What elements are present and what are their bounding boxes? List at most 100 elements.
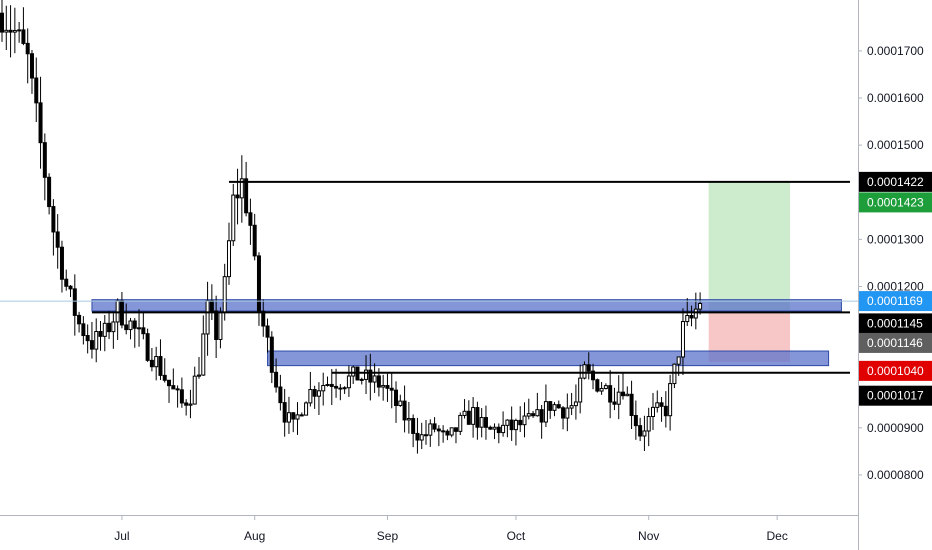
candle xyxy=(81,316,86,345)
candle-body xyxy=(81,323,86,337)
candle-body xyxy=(693,308,698,319)
candle-body xyxy=(265,325,270,338)
candle-body xyxy=(286,412,291,423)
candle-body xyxy=(552,404,557,411)
candle-body xyxy=(385,385,390,389)
price-axis-bg[interactable] xyxy=(858,0,932,550)
candle xyxy=(192,366,197,405)
y-tick-label: 0.0000800 xyxy=(867,468,924,482)
candle xyxy=(693,292,698,330)
candle xyxy=(663,391,668,428)
candle-body xyxy=(201,333,206,376)
candle-body xyxy=(539,409,544,423)
candle-body xyxy=(282,402,287,423)
y-tick-label: 0.0001500 xyxy=(867,138,924,152)
candle xyxy=(4,5,9,51)
x-tick-label: Nov xyxy=(638,529,659,543)
candle xyxy=(154,346,159,381)
candle-body xyxy=(214,310,219,340)
price-tag-bg xyxy=(859,385,932,406)
candle-body xyxy=(616,391,621,405)
candle xyxy=(633,400,638,440)
candle-body xyxy=(321,384,326,392)
candle-body xyxy=(389,387,394,391)
candle-body xyxy=(89,340,94,350)
candle xyxy=(119,291,124,329)
candle-body xyxy=(132,320,137,329)
zone-2[interactable] xyxy=(267,350,830,367)
target-area[interactable] xyxy=(708,181,791,312)
candle xyxy=(115,298,120,340)
candle-body xyxy=(543,401,548,423)
candle xyxy=(149,347,154,372)
candle-body xyxy=(663,405,668,417)
candle xyxy=(351,365,356,384)
price-axis[interactable]: 0.00017000.00016000.00015000.00013000.00… xyxy=(858,0,932,550)
candle-body xyxy=(25,42,30,55)
candle-body xyxy=(441,430,446,433)
candle-body xyxy=(59,246,64,280)
price-tag: 0.0001145 xyxy=(859,313,932,334)
position-tool[interactable] xyxy=(708,181,791,362)
candle xyxy=(522,402,527,438)
candle xyxy=(55,214,60,269)
zones-layer xyxy=(91,299,842,367)
candle-body xyxy=(535,409,540,417)
candle xyxy=(346,365,351,397)
candle xyxy=(595,378,600,393)
candle-body xyxy=(501,424,506,434)
candle xyxy=(608,370,613,419)
candle xyxy=(8,5,13,58)
candle xyxy=(655,390,660,413)
candle-body xyxy=(436,428,441,432)
candle xyxy=(201,315,206,376)
price-tag-label: 0.0001423 xyxy=(867,195,924,209)
candle-body xyxy=(458,414,463,432)
candle-body xyxy=(107,322,112,333)
candle xyxy=(316,382,321,415)
candle-body xyxy=(368,369,373,383)
candle xyxy=(274,358,279,393)
zone-1[interactable] xyxy=(91,299,842,312)
candle-body xyxy=(578,377,583,403)
candle-body xyxy=(102,322,107,337)
y-tick-label: 0.0001600 xyxy=(867,91,924,105)
candle xyxy=(47,173,52,215)
candle xyxy=(197,357,202,379)
candle xyxy=(342,386,347,394)
candle xyxy=(64,269,69,291)
candle xyxy=(518,406,523,433)
candle-body xyxy=(522,415,527,426)
candle-body xyxy=(359,378,364,381)
candle xyxy=(561,406,566,430)
time-axis-bg[interactable] xyxy=(0,515,858,550)
candle xyxy=(471,397,476,438)
candle-body xyxy=(466,410,471,425)
candle-body xyxy=(492,426,497,430)
candle-body xyxy=(248,212,253,226)
candles-layer xyxy=(0,0,703,454)
x-tick-label: Jul xyxy=(114,529,129,543)
price-tag-bg xyxy=(859,192,932,213)
candle-body xyxy=(175,388,180,391)
candle xyxy=(175,385,180,408)
candle xyxy=(304,401,309,416)
candle xyxy=(38,76,43,169)
candle xyxy=(42,133,47,201)
time-axis[interactable]: Jul Aug Sep Oct Nov Dec xyxy=(0,515,858,550)
candle-body xyxy=(222,276,227,314)
x-tick-label: Oct xyxy=(507,529,526,543)
candle xyxy=(650,392,655,431)
candle xyxy=(424,419,428,445)
candle-body xyxy=(415,432,420,441)
candle-body xyxy=(685,314,690,323)
candle xyxy=(239,155,244,223)
candle xyxy=(235,168,240,225)
candle-body xyxy=(505,419,510,426)
price-tag-bg xyxy=(859,291,932,312)
candle-body xyxy=(342,387,347,390)
price-tag: 0.0001146 xyxy=(859,332,932,353)
price-tag: 0.0001017 xyxy=(859,385,932,406)
candle xyxy=(269,331,274,384)
